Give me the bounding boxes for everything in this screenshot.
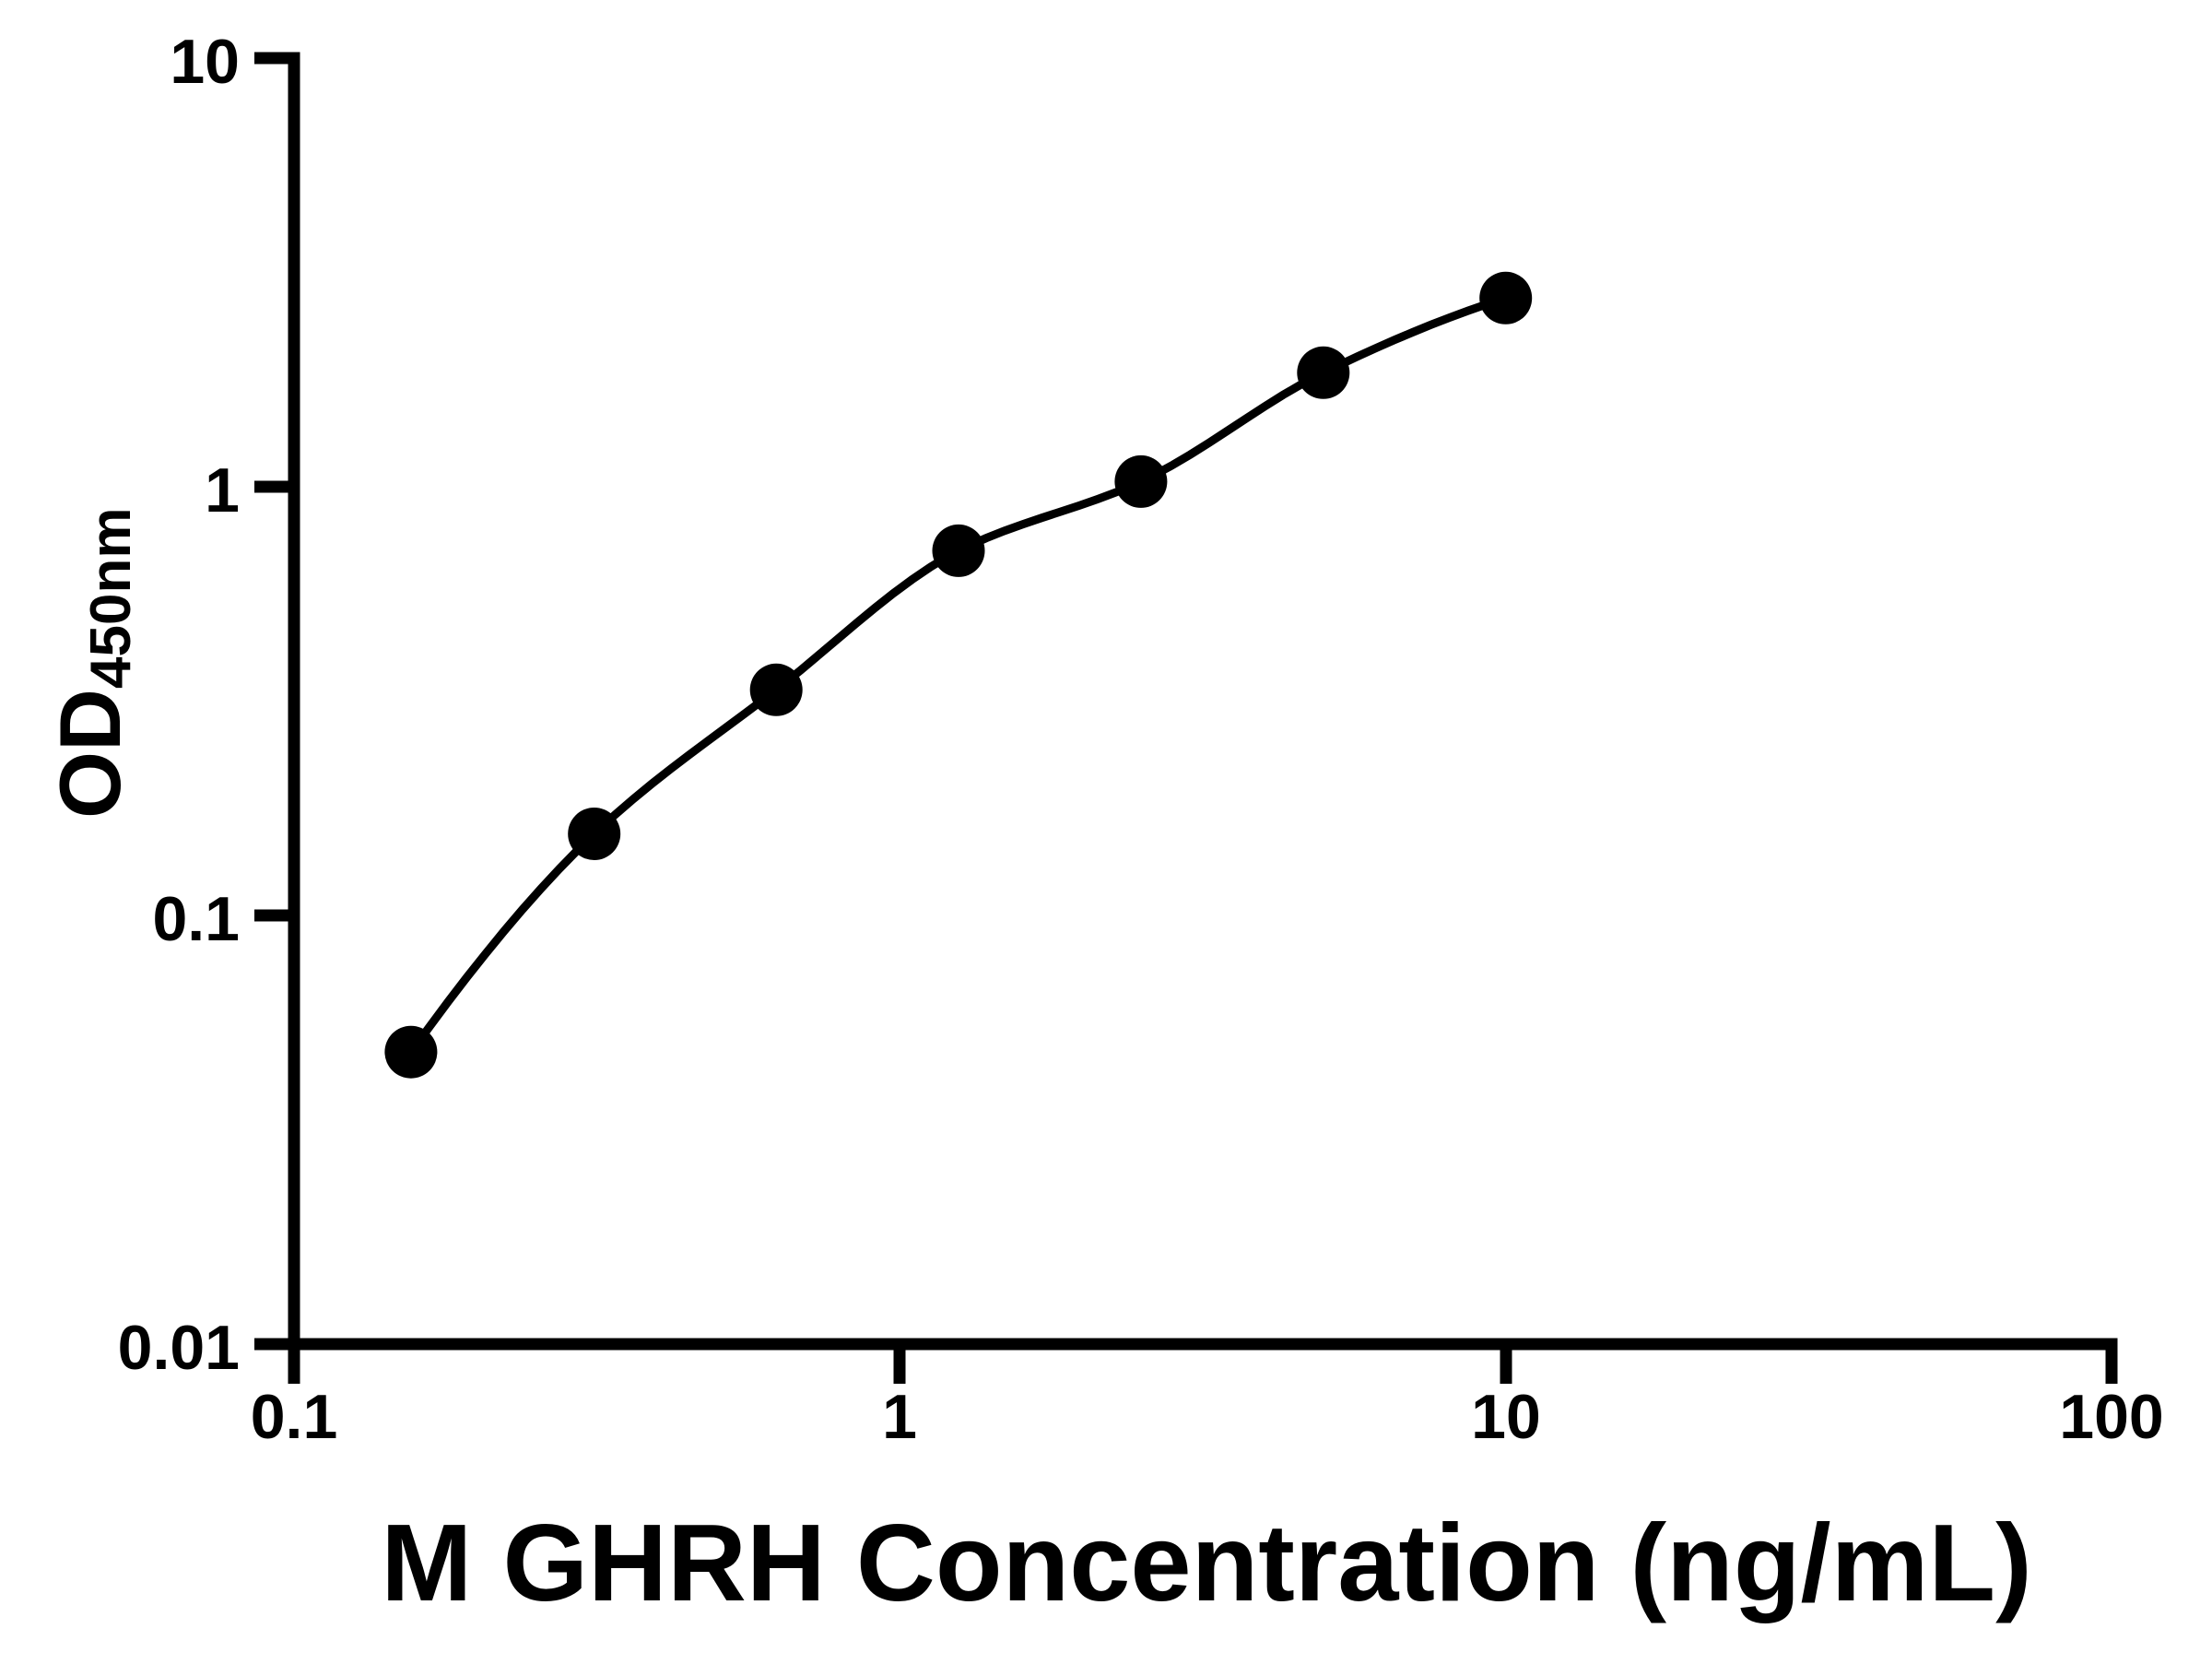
svg-text:0.01: 0.01 xyxy=(118,1313,240,1383)
svg-text:OD450nm: OD450nm xyxy=(41,508,143,819)
svg-text:1: 1 xyxy=(882,1382,917,1452)
svg-text:100: 100 xyxy=(2059,1382,2163,1452)
svg-text:10: 10 xyxy=(1471,1382,1541,1452)
svg-text:10: 10 xyxy=(170,27,240,97)
svg-text:M GHRH Concentration (ng/mL): M GHRH Concentration (ng/mL) xyxy=(381,1502,2031,1624)
svg-text:0.1: 0.1 xyxy=(152,884,240,954)
svg-text:1: 1 xyxy=(205,455,240,525)
svg-text:0.1: 0.1 xyxy=(251,1382,338,1452)
